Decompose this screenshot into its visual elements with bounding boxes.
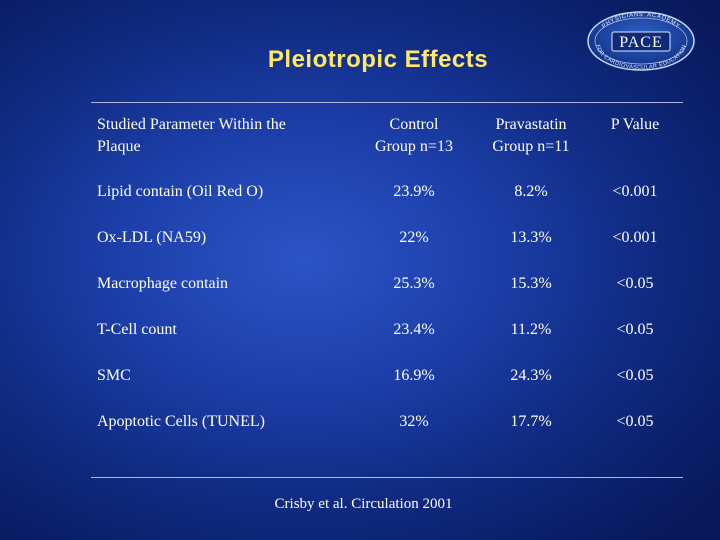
row-pravastatin: 17.7% xyxy=(510,413,552,430)
header-control: Control Group n=13 xyxy=(375,116,453,155)
row-pravastatin: 13.3% xyxy=(510,229,552,246)
row-pravastatin: 15.3% xyxy=(510,275,552,292)
row-p-value: <0.001 xyxy=(612,183,658,200)
row-parameter: SMC xyxy=(97,367,131,384)
row-parameter: T-Cell count xyxy=(97,321,177,338)
row-control: 25.3% xyxy=(393,275,435,292)
row-p-value: <0.05 xyxy=(616,413,654,430)
row-parameter: Lipid contain (Oil Red O) xyxy=(97,183,264,200)
row-p-value: <0.05 xyxy=(616,321,654,338)
row-parameter: Apoptotic Cells (TUNEL) xyxy=(97,413,265,430)
row-control: 22% xyxy=(399,229,429,246)
header-pravastatin: Pravastatin Group n=11 xyxy=(492,116,570,155)
row-parameter: Macrophage contain xyxy=(97,275,229,292)
row-control: 32% xyxy=(399,413,429,430)
citation: Crisby et al. Circulation 2001 xyxy=(274,496,453,512)
row-parameter: Ox-LDL (NA59) xyxy=(97,229,207,246)
row-p-value: <0.05 xyxy=(616,275,654,292)
header-parameter: Studied Parameter Within the Plaque xyxy=(97,116,286,155)
table-bottom-rule xyxy=(91,477,683,478)
slide-title: Pleiotropic Effects xyxy=(267,46,489,73)
row-pravastatin: 24.3% xyxy=(510,367,552,384)
row-control: 23.9% xyxy=(393,183,435,200)
row-control: 23.4% xyxy=(393,321,435,338)
row-pravastatin: 8.2% xyxy=(514,183,548,200)
row-control: 16.9% xyxy=(393,367,435,384)
logo-name: PACE xyxy=(619,34,662,51)
header-p-value: P Value xyxy=(610,116,660,133)
row-pravastatin: 11.2% xyxy=(510,321,552,338)
table-top-rule xyxy=(91,102,683,103)
pace-logo: PHYSICIANS' ACADEMY FOR CARDIOVASCULAR E… xyxy=(587,11,695,71)
row-p-value: <0.05 xyxy=(616,367,654,384)
row-p-value: <0.001 xyxy=(612,229,658,246)
